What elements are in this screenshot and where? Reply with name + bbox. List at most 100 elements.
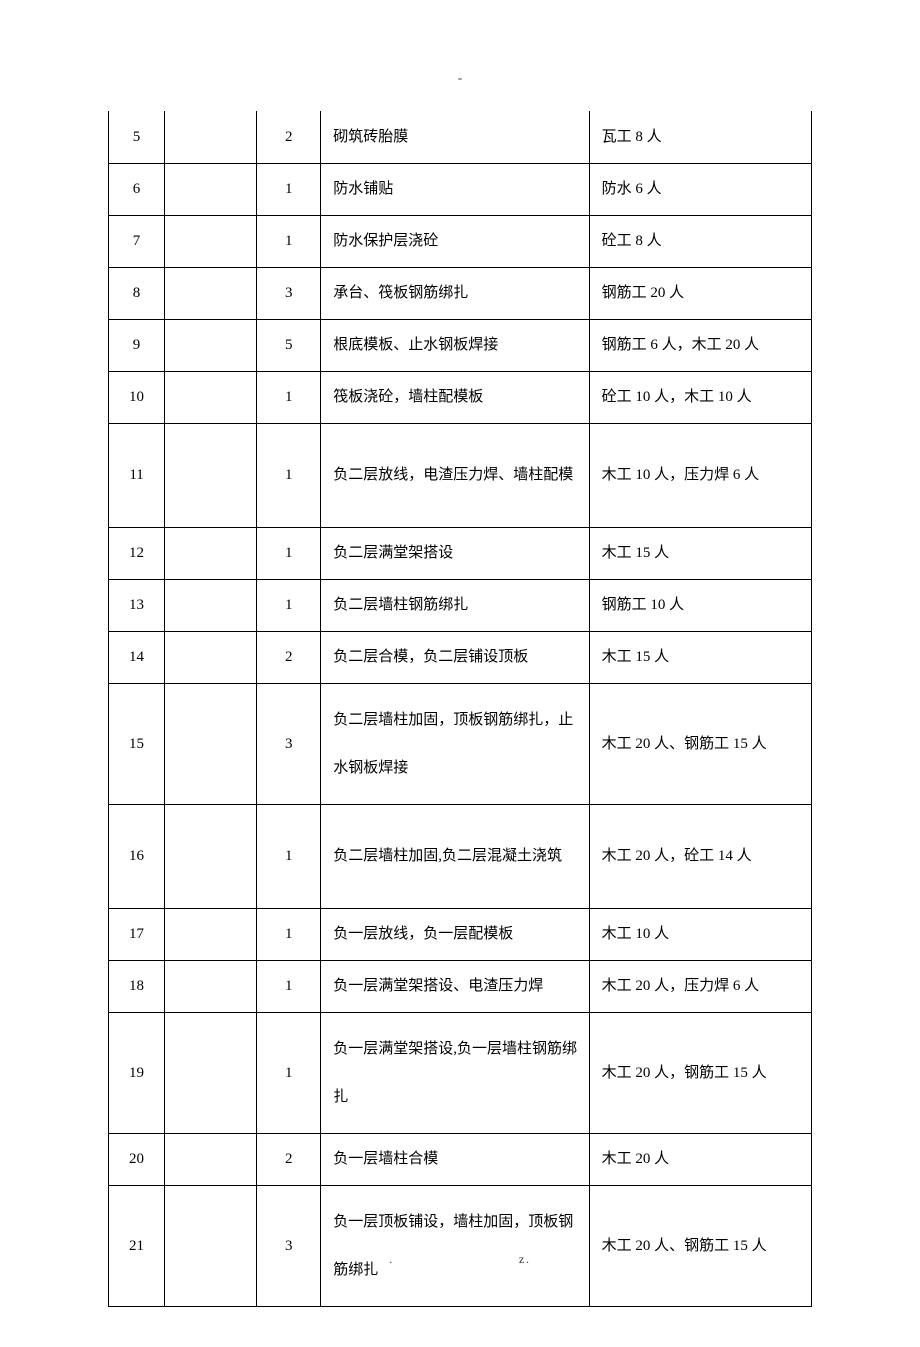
construction-schedule-table: 52砌筑砖胎膜瓦工 8 人61防水铺贴防水 6 人71防水保护层浇砼砼工 8 人… [108, 111, 812, 1307]
cell-col3: 1 [257, 163, 321, 215]
table-row: 7 1防水保护层浇砼砼工 8 人 [109, 215, 812, 267]
table-row: 142负二层合模，负二层铺设顶板木工 15 人 [109, 631, 812, 683]
cell-col2 [165, 267, 257, 319]
cell-col1: 14 [109, 631, 165, 683]
cell-col1: 6 [109, 163, 165, 215]
cell-col3: 2 [257, 631, 321, 683]
cell-col3: 3 [257, 683, 321, 804]
cell-col3: 2 [257, 1133, 321, 1185]
cell-col5: 瓦工 8 人 [589, 111, 811, 163]
cell-col2 [165, 1133, 257, 1185]
cell-col4: 砌筑砖胎膜 [321, 111, 589, 163]
table-row: 131负二层墙柱钢筋绑扎钢筋工 10 人 [109, 579, 812, 631]
cell-col5: 钢筋工 10 人 [589, 579, 811, 631]
cell-col3: 1 [257, 579, 321, 631]
table-row: 111负二层放线，电渣压力焊、墙柱配模木工 10 人，压力焊 6 人 [109, 423, 812, 527]
cell-col2 [165, 579, 257, 631]
cell-col3: 5 [257, 319, 321, 371]
cell-col4: 负一层墙柱合模 [321, 1133, 589, 1185]
cell-col2 [165, 527, 257, 579]
table-body: 52砌筑砖胎膜瓦工 8 人61防水铺贴防水 6 人71防水保护层浇砼砼工 8 人… [109, 111, 812, 1306]
cell-col1: 15 [109, 683, 165, 804]
cell-col1: 9 [109, 319, 165, 371]
cell-col3: 1 [257, 527, 321, 579]
cell-col5: 木工 20 人 [589, 1133, 811, 1185]
cell-col2 [165, 423, 257, 527]
cell-col4: 负二层满堂架搭设 [321, 527, 589, 579]
table-row: 5 2砌筑砖胎膜瓦工 8 人 [109, 111, 812, 163]
cell-col1: 18 [109, 960, 165, 1012]
cell-col1: 13 [109, 579, 165, 631]
cell-col2 [165, 163, 257, 215]
footer-right: z. [519, 1252, 531, 1267]
cell-col1: 7 [109, 215, 165, 267]
cell-col4: 负二层放线，电渣压力焊、墙柱配模 [321, 423, 589, 527]
cell-col5: 木工 20 人，压力焊 6 人 [589, 960, 811, 1012]
cell-col3: 1 [257, 423, 321, 527]
cell-col3: 2 [257, 111, 321, 163]
cell-col4: 负一层放线，负一层配模板 [321, 908, 589, 960]
table-row: 171负一层放线，负一层配模板木工 10 人 [109, 908, 812, 960]
cell-col5: 木工 20 人、钢筋工 15 人 [589, 1185, 811, 1306]
cell-col2 [165, 215, 257, 267]
footer-mark: . z. [0, 1252, 920, 1267]
cell-col5: 木工 20 人，砼工 14 人 [589, 804, 811, 908]
header-mark: - [108, 70, 812, 86]
table-row: 18 1负一层满堂架搭设、电渣压力焊木工 20 人，压力焊 6 人 [109, 960, 812, 1012]
cell-col5: 木工 15 人 [589, 631, 811, 683]
footer-left: . [389, 1252, 394, 1267]
cell-col3: 1 [257, 960, 321, 1012]
cell-col1: 16 [109, 804, 165, 908]
cell-col2 [165, 804, 257, 908]
cell-col1: 11 [109, 423, 165, 527]
table-row: 12 1负二层满堂架搭设木工 15 人 [109, 527, 812, 579]
cell-col1: 21 [109, 1185, 165, 1306]
cell-col2 [165, 908, 257, 960]
cell-col5: 木工 20 人，钢筋工 15 人 [589, 1012, 811, 1133]
cell-col4: 负一层顶板铺设，墙柱加固，顶板钢筋绑扎 [321, 1185, 589, 1306]
cell-col3: 3 [257, 267, 321, 319]
cell-col1: 19 [109, 1012, 165, 1133]
table-row: 10 1筏板浇砼，墙柱配模板砼工 10 人，木工 10 人 [109, 371, 812, 423]
cell-col5: 砼工 8 人 [589, 215, 811, 267]
cell-col5: 砼工 10 人，木工 10 人 [589, 371, 811, 423]
table-row: 20 2负一层墙柱合模木工 20 人 [109, 1133, 812, 1185]
cell-col3: 1 [257, 804, 321, 908]
cell-col5: 钢筋工 6 人，木工 20 人 [589, 319, 811, 371]
cell-col1: 17 [109, 908, 165, 960]
table-row: 83承台、筏板钢筋绑扎钢筋工 20 人 [109, 267, 812, 319]
cell-col2 [165, 960, 257, 1012]
table-row: 15 3负二层墙柱加固，顶板钢筋绑扎，止水钢板焊接木工 20 人、钢筋工 15 人 [109, 683, 812, 804]
cell-col3: 1 [257, 1012, 321, 1133]
cell-col2 [165, 631, 257, 683]
cell-col2 [165, 319, 257, 371]
cell-col2 [165, 683, 257, 804]
table-row: 213负一层顶板铺设，墙柱加固，顶板钢筋绑扎木工 20 人、钢筋工 15 人 [109, 1185, 812, 1306]
cell-col4: 负二层墙柱加固，顶板钢筋绑扎，止水钢板焊接 [321, 683, 589, 804]
cell-col4: 防水铺贴 [321, 163, 589, 215]
cell-col4: 防水保护层浇砼 [321, 215, 589, 267]
cell-col2 [165, 1012, 257, 1133]
cell-col1: 20 [109, 1133, 165, 1185]
cell-col1: 5 [109, 111, 165, 163]
cell-col4: 筏板浇砼，墙柱配模板 [321, 371, 589, 423]
cell-col4: 负一层满堂架搭设、电渣压力焊 [321, 960, 589, 1012]
cell-col4: 根底模板、止水钢板焊接 [321, 319, 589, 371]
cell-col4: 承台、筏板钢筋绑扎 [321, 267, 589, 319]
cell-col5: 木工 10 人，压力焊 6 人 [589, 423, 811, 527]
cell-col5: 木工 20 人、钢筋工 15 人 [589, 683, 811, 804]
cell-col3: 1 [257, 371, 321, 423]
table-row: 19 1负一层满堂架搭设,负一层墙柱钢筋绑扎木工 20 人，钢筋工 15 人 [109, 1012, 812, 1133]
table-row: 6 1防水铺贴防水 6 人 [109, 163, 812, 215]
document-page: - 52砌筑砖胎膜瓦工 8 人61防水铺贴防水 6 人71防水保护层浇砼砼工 8… [0, 0, 920, 1347]
cell-col4: 负一层满堂架搭设,负一层墙柱钢筋绑扎 [321, 1012, 589, 1133]
cell-col1: 12 [109, 527, 165, 579]
cell-col3: 1 [257, 215, 321, 267]
table-row: 161负二层墙柱加固,负二层混凝土浇筑木工 20 人，砼工 14 人 [109, 804, 812, 908]
cell-col5: 木工 10 人 [589, 908, 811, 960]
cell-col5: 防水 6 人 [589, 163, 811, 215]
cell-col1: 8 [109, 267, 165, 319]
cell-col2 [165, 371, 257, 423]
cell-col1: 10 [109, 371, 165, 423]
cell-col5: 木工 15 人 [589, 527, 811, 579]
